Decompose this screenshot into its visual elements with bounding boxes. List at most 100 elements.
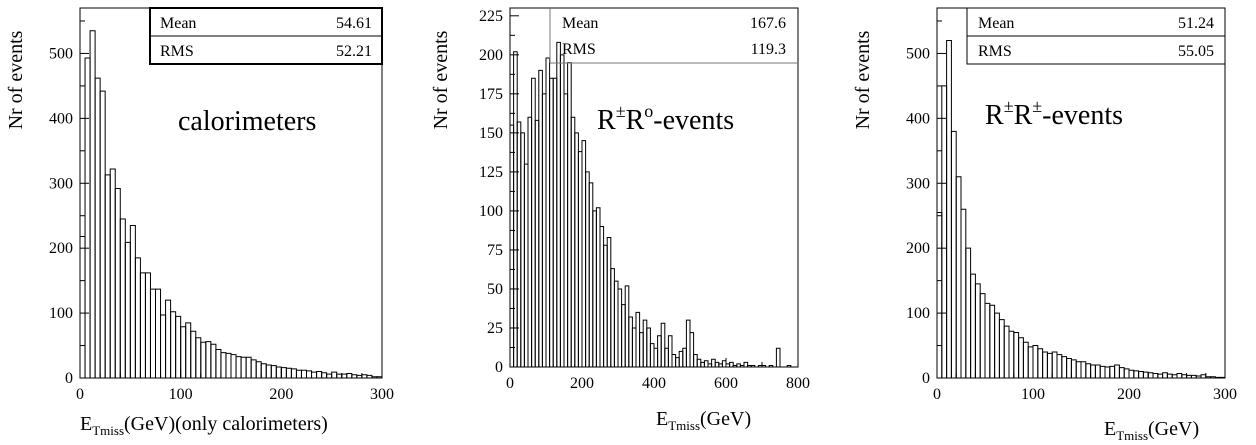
panel-1-bin-20 <box>180 326 187 378</box>
panel-2-bin-46 <box>675 357 680 367</box>
panel-2-bin-24 <box>595 207 601 367</box>
panel-1-bin-22 <box>190 330 197 378</box>
panel-1-bin-39 <box>275 366 282 378</box>
panel-3: Nr of events 0 100 200 3000100200300400500 … <box>852 7 1237 443</box>
panel-2-annotation: R±Ro-events <box>597 101 734 136</box>
panel-1-bin-41 <box>285 367 292 378</box>
panel-2-bin-8 <box>538 69 543 367</box>
panel-2-bin-47 <box>678 350 684 367</box>
panel-2-bin-39 <box>649 343 655 367</box>
panel-3-x-tick-label-0: 0 <box>933 386 941 403</box>
panel-1-bin-49 <box>326 373 333 378</box>
panel-3-y-tick-label-500: 500 <box>906 45 930 62</box>
panel-1-bin-1 <box>84 57 91 378</box>
panel-3-bin-22 <box>1042 351 1048 378</box>
panel-1-bin-21 <box>185 322 192 378</box>
panel-1-bin-9 <box>124 241 131 378</box>
panel-1-bin-34 <box>250 359 257 378</box>
panel-1-bin-50 <box>331 371 338 378</box>
panel-3-bin-13 <box>998 319 1005 378</box>
panel-1-bin-18 <box>170 311 177 378</box>
panel-2-y-tick-label-0: 0 <box>495 359 503 376</box>
panel-2-bin-19 <box>577 151 583 367</box>
panel-2-bin-23 <box>592 210 597 367</box>
panel-1-x-tick-label-0: 0 <box>76 386 84 403</box>
panel-2-bin-16 <box>567 62 572 367</box>
panel-3-y-tick-label-100: 100 <box>906 305 930 322</box>
panel-2-stats-rms-value: 119.3 <box>751 41 786 58</box>
panel-2-bin-11 <box>549 77 554 367</box>
panel-1-bin-47 <box>316 371 323 378</box>
panel-1-bin-42 <box>290 368 297 378</box>
panel-3-bin-6 <box>965 247 972 378</box>
panel-2-bin-42 <box>660 322 666 367</box>
panel-1-bin-3 <box>94 77 101 378</box>
panel-1-stats-rms-value: 52.21 <box>336 43 372 60</box>
panel-2-bin-44 <box>667 335 673 367</box>
panel-3-bin-50 <box>1176 372 1183 378</box>
panel-1-bin-27 <box>215 348 222 378</box>
panel-3-x-tick-label-300: 300 <box>1213 386 1237 403</box>
panel-1-bin-17 <box>165 299 172 378</box>
panel-2-bin-22 <box>588 182 594 367</box>
panel-1-bin-12 <box>139 272 146 378</box>
panel-2-bin-43 <box>664 347 669 367</box>
panel-3-y-axis-label: Nr of events <box>852 30 874 129</box>
panel-3-bin-16 <box>1013 332 1020 378</box>
panel-2-bin-29 <box>613 280 619 367</box>
panel-1-histogram <box>79 30 383 378</box>
panel-3-ticks: 0 100 200 300 0 100 200 300 400 500 <box>906 20 1237 403</box>
panel-3-histogram <box>936 39 1226 378</box>
panel-1-bin-40 <box>280 367 287 378</box>
panel-2-bin-38 <box>646 327 651 367</box>
panel-2-y-tick-label-200: 200 <box>479 47 503 64</box>
panel-3-bin-4 <box>955 176 962 378</box>
panel-2-bin-50 <box>689 332 695 367</box>
panel-1-bin-48 <box>321 372 328 378</box>
panel-1-stats-mean-value: 54.61 <box>336 15 372 32</box>
panel-3-bin-1 <box>941 85 948 378</box>
panel-2-bin-15 <box>563 93 569 367</box>
panel-3-bin-34 <box>1099 365 1106 378</box>
panel-2-bin-53 <box>700 361 705 367</box>
panel-3-bin-12 <box>994 312 1000 378</box>
panel-1-bin-37 <box>265 364 272 378</box>
panel-3-bin-0 <box>936 211 943 378</box>
panel-3-bin-26 <box>1061 356 1068 378</box>
panel-2-x-tick-label-400: 400 <box>642 375 666 392</box>
panel-1-bin-30 <box>230 354 237 378</box>
panel-1-bin-2 <box>89 30 96 378</box>
panel-1-bin-26 <box>210 343 217 378</box>
panel-2-bin-49 <box>685 319 691 367</box>
panel-2-bin-34 <box>631 327 637 367</box>
panel-2-bin-77 <box>786 364 792 367</box>
panel-3-bin-42 <box>1138 371 1144 378</box>
panel-2-bin-36 <box>639 332 644 367</box>
panel-2-x-axis-label: ETmiss(GeV) <box>656 408 751 433</box>
panel-3-bin-10 <box>984 302 991 378</box>
panel-1-bin-5 <box>104 174 111 378</box>
panel-1-bin-28 <box>220 352 227 378</box>
panel-2-ticks: 0 200 400 600 800 0 25 50 75 100 125 150 175 200 225 <box>479 8 810 392</box>
panel-2-bin-57 <box>714 361 720 367</box>
panel-1-y-tick-label-0: 0 <box>65 370 73 387</box>
panel-1-bin-16 <box>160 314 167 378</box>
panel-1-bin-7 <box>114 187 121 378</box>
panel-3-bin-27 <box>1066 358 1072 378</box>
panel-1-bin-19 <box>175 315 182 378</box>
panel-1-stats-box: Mean 54.61 RMS 52.21 <box>149 7 383 65</box>
panel-1-y-tick-label-500: 500 <box>49 45 73 62</box>
panel-2-bin-40 <box>653 347 659 367</box>
panel-3-bin-43 <box>1142 371 1149 378</box>
panel-3-bin-48 <box>1166 373 1173 378</box>
panel-1-bin-11 <box>134 257 141 378</box>
panel-3-bin-28 <box>1070 359 1077 378</box>
panel-1-bin-0 <box>79 235 86 378</box>
panel-2-bin-37 <box>642 319 648 367</box>
panel-3-stats-box: Mean 51.24 RMS 55.05 <box>966 7 1226 65</box>
panel-2-bin-4 <box>523 163 529 367</box>
panel-1-x-axis-label: ETmiss(GeV)(only calorimeters) <box>80 413 328 438</box>
panel-3-bin-3 <box>950 130 957 378</box>
panel-1-stats-mean-label: Mean <box>160 15 196 32</box>
